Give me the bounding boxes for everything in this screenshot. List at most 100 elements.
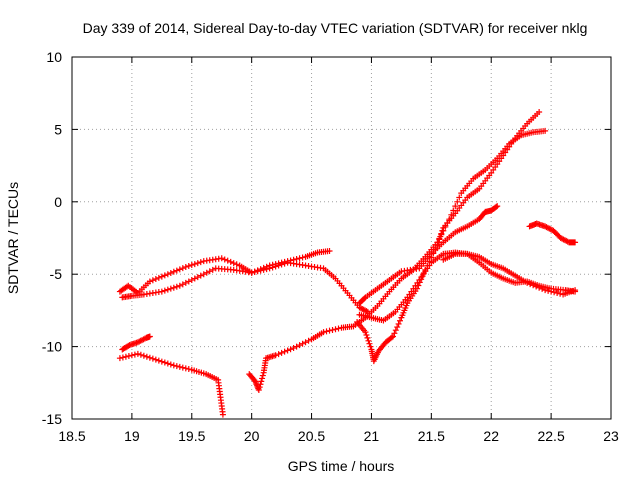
x-tick-labels: 18.5 19 19.5 20 20.5 21 21.5 22 22.5 23: [58, 428, 619, 444]
data-point: [221, 256, 228, 263]
data-point: [284, 347, 291, 354]
grid: [72, 57, 611, 419]
data-point: [388, 334, 395, 341]
y-tick-label: 0: [54, 194, 62, 210]
data-point: [391, 330, 398, 337]
data-point: [191, 275, 198, 282]
data-point: [173, 283, 180, 290]
series-track-b: [119, 248, 333, 301]
data-point: [290, 345, 297, 352]
data-point: [173, 267, 180, 274]
series-track-c: [116, 350, 226, 418]
data-point: [524, 279, 531, 286]
series-track-j: [526, 220, 579, 246]
data-point: [170, 362, 177, 369]
data-point: [182, 365, 189, 372]
data-point: [146, 333, 153, 340]
data-point: [439, 227, 446, 234]
data-point: [530, 282, 537, 289]
data-point: [259, 375, 266, 382]
data-point: [251, 268, 258, 275]
data-point: [275, 260, 282, 267]
data-point: [182, 279, 189, 286]
data-point: [366, 340, 373, 347]
x-tick-label: 20.5: [298, 428, 325, 444]
data-point: [161, 272, 168, 279]
data-point: [551, 289, 558, 296]
data-point: [179, 364, 186, 371]
data-point: [269, 261, 276, 268]
data-point: [424, 262, 431, 269]
data-point: [539, 285, 546, 292]
data-point: [152, 356, 159, 363]
data-point: [200, 271, 207, 278]
data-point: [278, 349, 285, 356]
data-point: [185, 366, 192, 373]
data-point: [454, 198, 461, 205]
data-point: [422, 266, 429, 273]
data-points: [116, 109, 579, 418]
data-point: [203, 269, 210, 276]
data-point: [185, 262, 192, 269]
data-point: [158, 273, 165, 280]
data-point: [255, 387, 262, 394]
x-tick-label: 18.5: [58, 428, 85, 444]
data-point: [119, 354, 126, 361]
data-point: [452, 203, 459, 210]
y-tick-label: -5: [50, 266, 63, 282]
data-point: [332, 326, 339, 333]
data-point: [219, 411, 226, 418]
data-point: [116, 355, 123, 362]
data-point: [179, 265, 186, 272]
data-point: [326, 248, 333, 255]
data-point: [299, 254, 306, 261]
data-point: [185, 278, 192, 285]
data-point: [335, 325, 342, 332]
data-point: [436, 236, 443, 243]
data-point: [158, 358, 165, 365]
data-point: [272, 352, 279, 359]
data-point: [158, 288, 165, 295]
data-point: [164, 286, 171, 293]
data-point: [122, 353, 129, 360]
data-point: [164, 360, 171, 367]
data-point: [542, 287, 549, 294]
data-point: [296, 342, 303, 349]
data-point: [143, 353, 150, 360]
data-point: [392, 327, 399, 334]
data-point: [233, 261, 240, 268]
data-point: [395, 320, 402, 327]
data-point: [173, 363, 180, 370]
data-point: [415, 282, 422, 289]
data-point: [149, 355, 156, 362]
data-point: [167, 285, 174, 292]
data-point: [182, 263, 189, 270]
data-point: [281, 348, 288, 355]
y-tick-label: 10: [46, 49, 62, 65]
data-point: [420, 269, 427, 276]
data-point: [272, 261, 279, 268]
data-point: [293, 343, 300, 350]
data-point: [188, 276, 195, 283]
data-point: [287, 257, 294, 264]
data-point: [533, 283, 540, 290]
data-point: [149, 277, 156, 284]
data-point: [281, 258, 288, 265]
data-point: [170, 284, 177, 291]
x-tick-label: 21: [364, 428, 380, 444]
data-point: [418, 276, 425, 283]
data-point: [493, 203, 500, 210]
data-point: [278, 259, 285, 266]
data-point: [131, 351, 138, 358]
y-tick-labels: 10 5 0 -5 -10 -15: [42, 49, 62, 427]
data-point: [396, 317, 403, 324]
data-point: [394, 324, 401, 331]
data-point: [320, 329, 327, 336]
series-track-f: [356, 249, 579, 324]
y-tick-label: -15: [42, 411, 62, 427]
data-point: [365, 337, 372, 344]
x-tick-label: 19.5: [178, 428, 205, 444]
data-point: [367, 343, 374, 350]
data-point: [191, 261, 198, 268]
data-point: [254, 267, 261, 274]
